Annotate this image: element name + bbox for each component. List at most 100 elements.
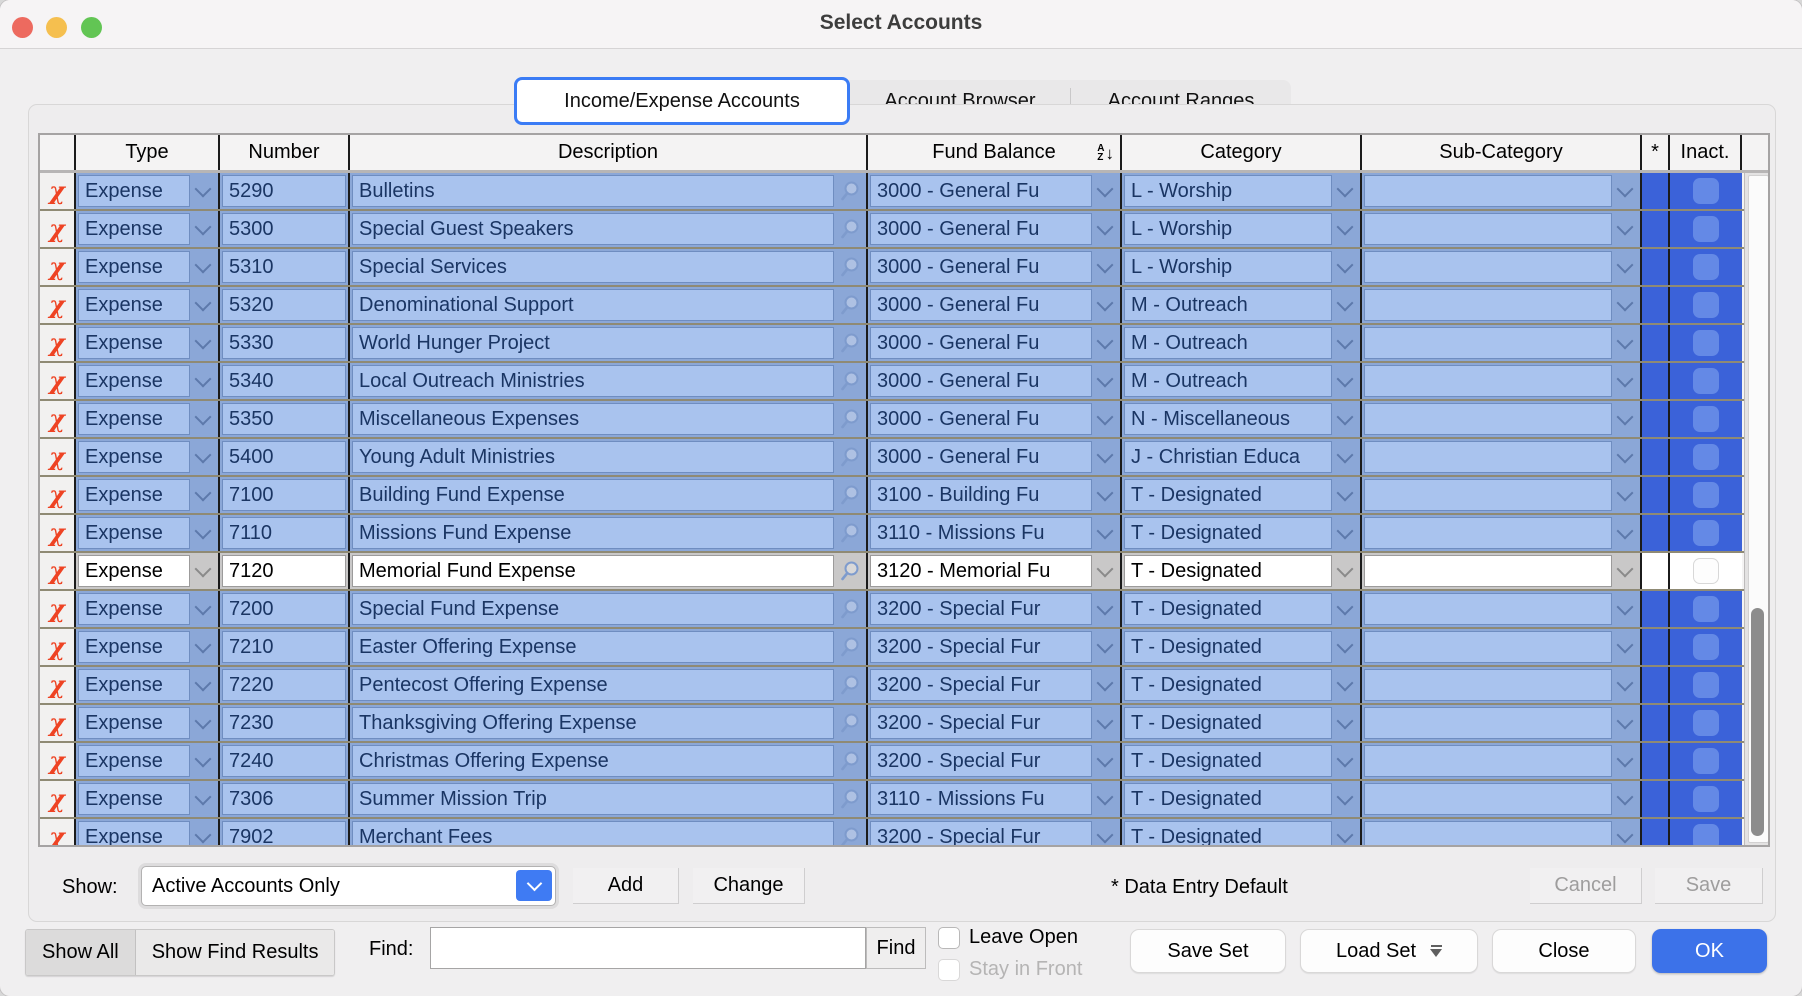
vertical-scrollbar[interactable]: [1744, 173, 1768, 845]
type-cell[interactable]: Expense: [76, 363, 220, 399]
sub-category-value[interactable]: [1364, 669, 1612, 701]
fund-balance-cell[interactable]: 3000 - General Fu: [868, 287, 1122, 323]
number-cell[interactable]: 7110: [220, 515, 350, 551]
number-cell[interactable]: 5330: [220, 325, 350, 361]
sub-category-dropdown-button[interactable]: [1612, 592, 1638, 626]
type-dropdown-button[interactable]: [190, 782, 216, 816]
table-row[interactable]: χ Expense 7240 Christmas Offering Expens…: [40, 743, 1744, 781]
description-cell[interactable]: Local Outreach Ministries: [350, 363, 868, 399]
number-cell[interactable]: 7120: [220, 553, 350, 589]
inactive-cell[interactable]: [1670, 401, 1742, 437]
sub-category-cell[interactable]: [1362, 249, 1642, 285]
find-input[interactable]: [430, 927, 866, 969]
data-entry-default-cell[interactable]: [1642, 363, 1670, 399]
table-row[interactable]: χ Expense 5290 Bulletins 3000 - Gener: [40, 173, 1744, 211]
fund-balance-value[interactable]: 3100 - Building Fu: [870, 479, 1092, 511]
category-value[interactable]: T - Designated: [1124, 783, 1332, 815]
type-value[interactable]: Expense: [78, 821, 190, 845]
table-row[interactable]: χ Expense 5340 Local Outreach Ministries: [40, 363, 1744, 401]
data-entry-default-cell[interactable]: [1642, 401, 1670, 437]
fund-balance-dropdown-button[interactable]: [1092, 440, 1118, 474]
inactive-checkbox[interactable]: [1693, 292, 1719, 318]
delete-row-button[interactable]: χ: [40, 363, 76, 399]
fund-balance-value[interactable]: 3110 - Missions Fu: [870, 517, 1092, 549]
fund-balance-value[interactable]: 3000 - General Fu: [870, 365, 1092, 397]
description-value[interactable]: Christmas Offering Expense: [352, 745, 834, 777]
close-window-button[interactable]: [12, 17, 33, 38]
inactive-cell[interactable]: [1670, 515, 1742, 551]
table-row[interactable]: χ Expense 7110 Missions Fund Expense: [40, 515, 1744, 553]
fund-balance-cell[interactable]: 3120 - Memorial Fu: [868, 553, 1122, 589]
data-entry-default-cell[interactable]: [1642, 477, 1670, 513]
fund-balance-dropdown-button[interactable]: [1092, 668, 1118, 702]
type-value[interactable]: Expense: [78, 441, 190, 473]
table-row[interactable]: χ Expense 7306 Summer Mission Trip 31: [40, 781, 1744, 819]
inactive-checkbox[interactable]: [1693, 444, 1719, 470]
zoom-window-button[interactable]: [81, 17, 102, 38]
tab-income-expense-accounts[interactable]: Income/Expense Accounts: [514, 77, 850, 125]
type-cell[interactable]: Expense: [76, 553, 220, 589]
category-value[interactable]: T - Designated: [1124, 707, 1332, 739]
number-cell[interactable]: 7902: [220, 819, 350, 845]
leave-open-checkbox[interactable]: [938, 926, 960, 949]
category-value[interactable]: L - Worship: [1124, 251, 1332, 283]
description-cell[interactable]: Thanksgiving Offering Expense: [350, 705, 868, 741]
description-cell[interactable]: Missions Fund Expense: [350, 515, 868, 551]
type-dropdown-button[interactable]: [190, 326, 216, 360]
category-dropdown-button[interactable]: [1332, 212, 1358, 246]
category-dropdown-button[interactable]: [1332, 630, 1358, 664]
save-set-button[interactable]: Save Set: [1130, 929, 1286, 973]
table-row[interactable]: χ Expense 5300 Special Guest Speakers: [40, 211, 1744, 249]
category-cell[interactable]: T - Designated: [1122, 705, 1362, 741]
category-cell[interactable]: T - Designated: [1122, 515, 1362, 551]
description-value[interactable]: Easter Offering Expense: [352, 631, 834, 663]
inactive-cell[interactable]: [1670, 629, 1742, 665]
type-dropdown-button[interactable]: [190, 706, 216, 740]
fund-balance-cell[interactable]: 3000 - General Fu: [868, 401, 1122, 437]
type-value[interactable]: Expense: [78, 707, 190, 739]
number-cell[interactable]: 7306: [220, 781, 350, 817]
description-value[interactable]: Special Guest Speakers: [352, 213, 834, 245]
type-dropdown-button[interactable]: [190, 744, 216, 778]
table-row[interactable]: χ Expense 7210 Easter Offering Expense: [40, 629, 1744, 667]
type-cell[interactable]: Expense: [76, 743, 220, 779]
table-row[interactable]: χ Expense 5310 Special Services 3000: [40, 249, 1744, 287]
table-row[interactable]: χ Expense 5320 Denominational Support: [40, 287, 1744, 325]
inactive-checkbox[interactable]: [1693, 482, 1719, 508]
add-button[interactable]: Add: [573, 868, 679, 904]
table-row[interactable]: χ Expense 5350 Miscellaneous Expenses: [40, 401, 1744, 439]
category-value[interactable]: M - Outreach: [1124, 327, 1332, 359]
sub-category-value[interactable]: [1364, 783, 1612, 815]
category-dropdown-button[interactable]: [1332, 592, 1358, 626]
category-dropdown-button[interactable]: [1332, 554, 1358, 588]
type-value[interactable]: Expense: [78, 251, 190, 283]
inactive-cell[interactable]: [1670, 363, 1742, 399]
fund-balance-value[interactable]: 3200 - Special Fur: [870, 707, 1092, 739]
category-value[interactable]: M - Outreach: [1124, 289, 1332, 321]
sub-category-dropdown-button[interactable]: [1612, 326, 1638, 360]
inactive-checkbox[interactable]: [1693, 634, 1719, 660]
inactive-cell[interactable]: [1670, 439, 1742, 475]
table-row[interactable]: χ Expense 7120 Memorial Fund Expense: [40, 553, 1744, 591]
data-entry-default-cell[interactable]: [1642, 629, 1670, 665]
fund-balance-value[interactable]: 3000 - General Fu: [870, 175, 1092, 207]
number-cell[interactable]: 7220: [220, 667, 350, 703]
save-button[interactable]: Save: [1655, 868, 1763, 904]
sub-category-value[interactable]: [1364, 403, 1612, 435]
sub-category-cell[interactable]: [1362, 781, 1642, 817]
category-cell[interactable]: M - Outreach: [1122, 325, 1362, 361]
delete-row-button[interactable]: χ: [40, 477, 76, 513]
description-value[interactable]: Pentecost Offering Expense: [352, 669, 834, 701]
fund-balance-value[interactable]: 3200 - Special Fur: [870, 821, 1092, 845]
sub-category-cell[interactable]: [1362, 287, 1642, 323]
sub-category-cell[interactable]: [1362, 667, 1642, 703]
sub-category-dropdown-button[interactable]: [1612, 668, 1638, 702]
description-value[interactable]: Building Fund Expense: [352, 479, 834, 511]
delete-row-button[interactable]: χ: [40, 249, 76, 285]
category-value[interactable]: T - Designated: [1124, 745, 1332, 777]
delete-row-button[interactable]: χ: [40, 591, 76, 627]
category-value[interactable]: T - Designated: [1124, 669, 1332, 701]
table-row[interactable]: χ Expense 5400 Young Adult Ministries: [40, 439, 1744, 477]
data-entry-default-cell[interactable]: [1642, 325, 1670, 361]
number-value[interactable]: 5330: [222, 327, 346, 359]
